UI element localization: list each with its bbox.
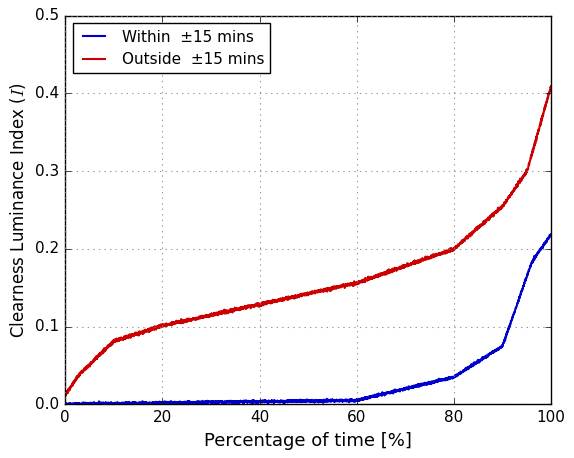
Within  ±15 mins (117, 401, 124, 407)
Within  ±15 mins (269, 399, 276, 404)
Within  ±15 mins (61, 401, 68, 407)
Line: Within  ±15 mins: Within ±15 mins (65, 234, 551, 404)
Outside  ±15 mins (146, 327, 153, 332)
Legend: Within  ±15 mins, Outside  ±15 mins: Within ±15 mins, Outside ±15 mins (73, 23, 270, 73)
Within  ±15 mins (146, 400, 153, 405)
Within  ±15 mins (548, 231, 554, 237)
Outside  ±15 mins (61, 393, 68, 399)
Within  ±15 mins (62, 401, 69, 407)
Within  ±15 mins (248, 400, 255, 406)
Outside  ±15 mins (548, 84, 554, 89)
Within  ±15 mins (548, 231, 554, 237)
Outside  ±15 mins (548, 83, 554, 89)
Line: Outside  ±15 mins: Outside ±15 mins (65, 86, 551, 396)
Outside  ±15 mins (248, 303, 255, 309)
Outside  ±15 mins (486, 215, 492, 221)
Outside  ±15 mins (269, 297, 276, 303)
Outside  ±15 mins (117, 337, 124, 343)
Outside  ±15 mins (538, 118, 545, 123)
Within  ±15 mins (486, 351, 493, 357)
Within  ±15 mins (538, 245, 545, 251)
Y-axis label: Clearness Luminance Index ($I$): Clearness Luminance Index ($I$) (9, 82, 28, 338)
X-axis label: Percentage of time [%]: Percentage of time [%] (204, 432, 412, 450)
